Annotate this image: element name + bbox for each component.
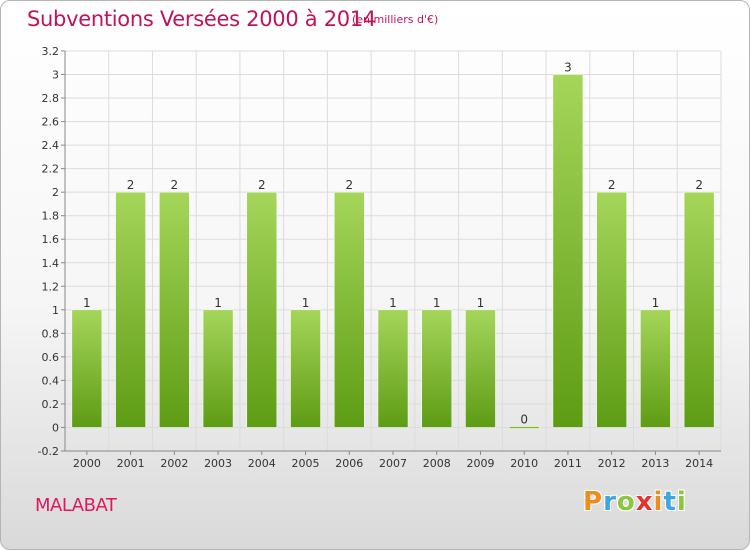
y-tick-label: 1.8	[42, 210, 60, 223]
bar	[596, 191, 627, 428]
bar	[552, 74, 584, 428]
bar	[421, 309, 452, 428]
y-tick-label: 2.6	[42, 116, 60, 129]
bar	[683, 191, 715, 428]
commune-name: MALABAT	[35, 495, 117, 516]
bar	[640, 309, 671, 428]
logo-letter: o	[616, 487, 636, 517]
x-tick-label: 2006	[335, 457, 363, 470]
chart-title: Subventions Versées 2000 à 2014	[27, 7, 376, 31]
y-tick-label: 0	[52, 421, 59, 434]
x-tick-label: 2014	[685, 457, 713, 470]
bar	[465, 309, 496, 428]
bar	[159, 191, 190, 428]
bar	[202, 309, 234, 428]
x-tick-label: 2005	[292, 457, 320, 470]
data-label: 2	[695, 178, 703, 192]
data-label: 2	[171, 178, 179, 192]
data-label: 0	[520, 412, 528, 426]
bar	[71, 309, 103, 428]
logo-letter: t	[663, 487, 677, 517]
x-tick-label: 2004	[248, 457, 276, 470]
y-tick-label: 2.8	[42, 92, 60, 105]
data-label: 1	[433, 296, 441, 310]
x-tick-label: 2010	[510, 457, 538, 470]
y-tick-label: -0.2	[38, 445, 59, 458]
x-tick-label: 2013	[641, 457, 669, 470]
logo-letter: i	[676, 487, 687, 517]
y-tick-label: 2	[52, 186, 59, 199]
x-tick-label: 2001	[117, 457, 145, 470]
chart-unit: (en milliers d'€)	[352, 13, 439, 26]
bar	[115, 191, 146, 428]
bar	[290, 309, 321, 428]
data-label: 2	[127, 178, 135, 192]
y-tick-label: 0.2	[42, 398, 60, 411]
y-tick-label: 2.2	[42, 163, 60, 176]
data-label: 1	[652, 296, 660, 310]
labels: 1 2 2 1 2 1 2 1 1 1 0 3 2 1 2	[83, 61, 703, 427]
data-label: 1	[214, 296, 222, 310]
axes: -0.2 0 0.2 0.4 0.6 0.8 1 1.2 1.4 1.6 1.8 2 2.2 2.4 2.6…	[38, 45, 721, 470]
data-label: 2	[345, 178, 353, 192]
y-tick-label: 1	[52, 304, 59, 317]
logo-letter: P	[583, 487, 604, 517]
data-label: 1	[389, 296, 397, 310]
x-tick-label: 2000	[73, 457, 101, 470]
x-tick-label: 2007	[379, 457, 407, 470]
y-tick-label: 0.4	[42, 374, 60, 387]
x-tick-label: 2002	[160, 457, 188, 470]
x-tick-label: 2011	[554, 457, 582, 470]
y-tick-label: 3.2	[42, 45, 60, 58]
y-tick-label: 1.2	[42, 280, 60, 293]
y-tick-label: 3	[52, 69, 59, 82]
data-label: 3	[564, 61, 572, 75]
proxiti-logo: Proxiti	[583, 487, 687, 517]
bar	[334, 191, 365, 428]
y-tick-label: 2.4	[42, 139, 60, 152]
data-label: 1	[302, 296, 310, 310]
logo-letter: i	[653, 487, 664, 517]
bar	[246, 191, 278, 428]
data-label: 1	[83, 296, 91, 310]
bar	[508, 426, 540, 429]
x-tick-label: 2003	[204, 457, 232, 470]
x-tick-label: 2012	[598, 457, 626, 470]
x-tick-label: 2009	[466, 457, 494, 470]
y-tick-label: 1.4	[42, 257, 60, 270]
data-label: 1	[477, 296, 485, 310]
y-tick-label: 1.6	[42, 233, 60, 246]
y-tick-label: 0.6	[42, 351, 60, 364]
y-tick-label: 0.8	[42, 327, 60, 340]
bar	[377, 309, 409, 428]
data-label: 2	[608, 178, 616, 192]
bars	[71, 74, 715, 429]
x-tick-label: 2008	[423, 457, 451, 470]
data-label: 2	[258, 178, 266, 192]
logo-letter: x	[635, 487, 654, 517]
logo-letter: r	[603, 487, 617, 517]
